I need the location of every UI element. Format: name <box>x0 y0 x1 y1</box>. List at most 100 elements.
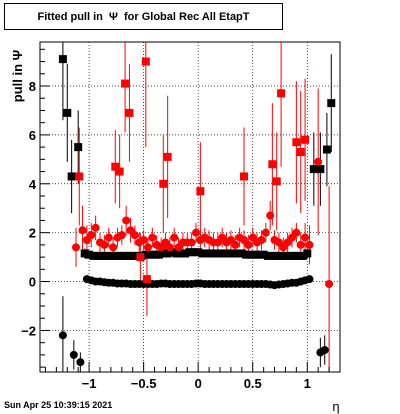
y-tick-label: 0 <box>29 275 36 290</box>
data-point-circle <box>320 346 329 354</box>
plot-frame <box>39 41 341 373</box>
data-point-square <box>216 249 224 258</box>
data-point-square <box>309 165 318 174</box>
data-point-square <box>146 250 155 259</box>
data-point-circle <box>148 233 157 242</box>
data-point-square <box>106 251 115 260</box>
y-tick-label: −2 <box>21 323 36 338</box>
data-point-square <box>141 57 150 66</box>
data-point-circle <box>301 233 310 242</box>
data-point-circle <box>144 243 152 252</box>
data-point-circle <box>305 275 314 284</box>
data-point-circle <box>244 240 253 249</box>
data-point-square <box>163 152 172 161</box>
data-point-circle <box>292 228 301 237</box>
data-point-square <box>303 249 312 258</box>
data-point-square <box>75 172 84 181</box>
data-point-square <box>150 250 159 259</box>
data-point-square <box>63 108 72 117</box>
data-point-square <box>246 250 255 259</box>
data-point-square <box>268 251 277 260</box>
data-point-square <box>185 248 194 257</box>
data-point-square <box>125 108 134 117</box>
x-tick-label: −0.5 <box>131 376 157 391</box>
data-point-circle <box>170 233 179 242</box>
data-point-circle <box>69 350 78 359</box>
data-point-square <box>194 248 203 257</box>
data-point-square <box>301 135 310 144</box>
data-point-square <box>128 251 137 260</box>
axis-ticks <box>40 48 341 372</box>
data-point-circle <box>78 226 87 235</box>
data-point-square <box>327 99 336 108</box>
data-point-circle <box>266 211 275 220</box>
data-point-square <box>102 251 111 260</box>
data-point-circle <box>100 240 109 249</box>
data-point-circle <box>130 231 139 240</box>
data-point-square <box>240 172 248 181</box>
data-point-square <box>220 249 229 258</box>
data-point-circle <box>314 157 323 166</box>
data-point-circle <box>325 280 334 288</box>
data-point-square <box>85 250 94 259</box>
data-point-square <box>290 251 299 260</box>
y-tick-label: 4 <box>29 177 37 192</box>
data-point-square <box>120 251 128 260</box>
data-point-square <box>154 250 163 259</box>
data-point-circle <box>58 331 67 340</box>
data-point-square <box>141 250 150 259</box>
data-point-square <box>142 275 151 284</box>
data-point-square <box>168 248 176 257</box>
data-point-square <box>259 250 268 259</box>
tick-labels: −1 −0.5 0 0.5 1 −2 0 2 4 6 8 <box>21 79 311 391</box>
x-axis-label: η <box>332 399 339 414</box>
data-point-square <box>89 251 98 260</box>
data-point-circle <box>91 223 100 232</box>
data-point-square <box>111 251 120 260</box>
data-point-circle <box>257 236 266 244</box>
data-point-square <box>233 249 242 258</box>
data-point-square <box>229 249 238 258</box>
data-point-circle <box>231 240 240 249</box>
data-point-square <box>292 138 301 147</box>
data-point-square <box>285 251 294 260</box>
data-point-square <box>255 250 264 259</box>
y-tick-label: 2 <box>29 226 36 241</box>
data-point-square <box>80 249 89 258</box>
data-point-square <box>159 179 168 188</box>
data-point-square <box>196 187 205 196</box>
data-point-square <box>272 177 281 186</box>
data-point-circle <box>261 228 270 237</box>
data-point-square <box>281 251 290 260</box>
data-point-square <box>316 165 325 174</box>
data-point-square <box>115 251 124 260</box>
data-point-square <box>67 172 76 181</box>
data-point-square <box>207 249 216 258</box>
data-point-circle <box>122 216 131 225</box>
data-point-square <box>211 249 220 258</box>
markers <box>58 55 336 367</box>
data-point-square <box>74 143 83 152</box>
data-point-circle <box>305 240 314 249</box>
data-point-circle <box>165 243 174 252</box>
data-point-circle <box>87 231 96 240</box>
data-point-circle <box>139 236 148 244</box>
data-point-square <box>98 251 107 260</box>
data-point-square <box>277 89 286 98</box>
chart-title: Fitted pull in Ψ for Global Rec All Etap… <box>4 3 283 30</box>
data-point-square <box>268 160 277 169</box>
data-point-square <box>111 162 120 171</box>
data-point-square <box>298 251 307 260</box>
data-point-square <box>322 145 331 154</box>
data-point-square <box>124 251 133 260</box>
x-tick-label: 1 <box>304 376 311 391</box>
data-point-square <box>163 249 172 258</box>
x-tick-label: 0.5 <box>244 376 262 391</box>
data-point-square <box>115 167 124 176</box>
data-point-square <box>224 249 233 258</box>
data-point-square <box>202 249 211 258</box>
y-tick-label: 8 <box>29 79 36 94</box>
data-point-square <box>159 249 168 258</box>
y-tick-label: 6 <box>29 128 36 143</box>
x-tick-label: −1 <box>82 376 97 391</box>
